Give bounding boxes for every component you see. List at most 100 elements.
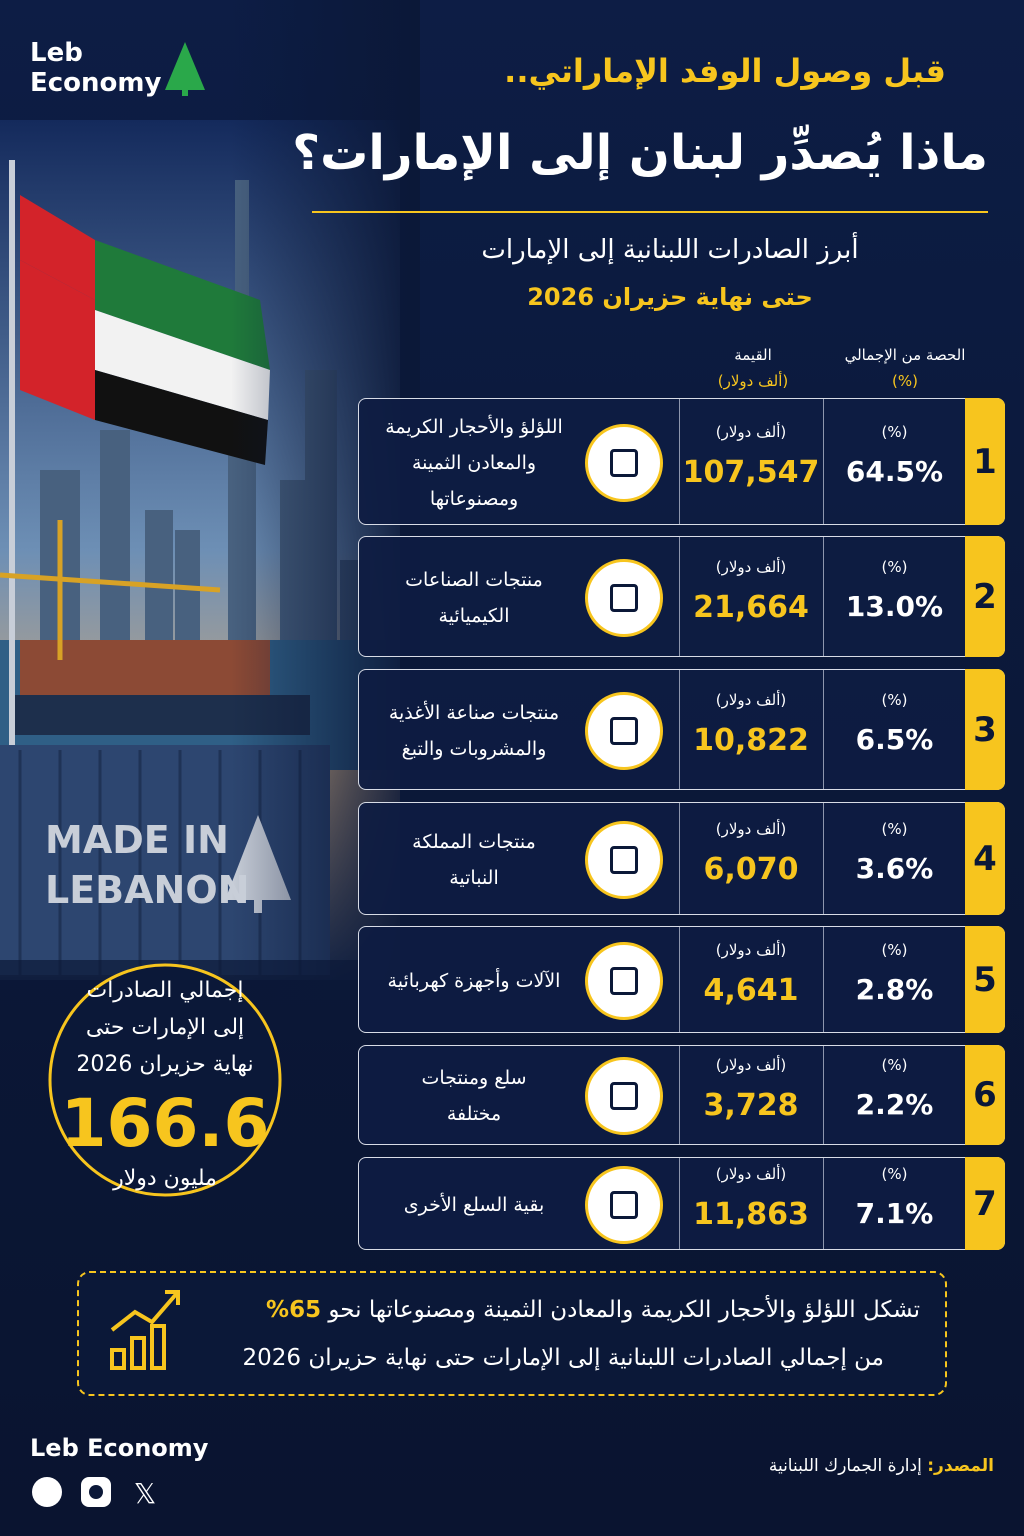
separator [679,670,680,789]
value-unit: (ألف دولار) [715,819,787,838]
logo: Leb Economy [30,38,161,98]
value-header-unit: (ألف دولار) [717,372,789,390]
source-text: إدارة الجمارك اللبنانية [768,1456,922,1476]
table-row: 7 (%) 7.1% (ألف دولار) 11,863 بقية السلع الأخ… [358,1157,1005,1250]
value: 4,641 [703,972,799,1008]
item-label-line: منتجات الصناعات [405,568,543,591]
total-value: 166.6 [60,1085,270,1162]
svg-text:𝕏: 𝕏 [134,1477,157,1510]
icon [585,1057,663,1135]
share-unit: (%) [881,1164,908,1183]
share-unit: (%) [881,422,908,441]
icon-glyph [610,966,638,995]
rank: 2 [965,536,1005,657]
rank: 5 [965,926,1005,1033]
item-label-line: والمشروبات والتبغ [401,737,547,760]
share-unit: (%) [881,819,908,838]
total-label-line: إلى الإمارات حتى [85,1015,245,1040]
item-label-line: منتجات صناعة الأغذية [388,701,560,724]
table-row: 3 (%) 6.5% (ألف دولار) 10,822 منتجات صناعة ال… [358,669,1005,790]
separator [823,927,824,1032]
share: 6.5% [855,722,934,756]
item-label-line: الكيميائية [438,604,510,627]
logo-line: Leb [30,38,83,68]
source: المصدر: إدارة الجمارك اللبنانية [769,1456,994,1476]
value-unit: (ألف دولار) [715,557,787,576]
value-unit: (ألف دولار) [715,1056,787,1074]
table-row: 4 (%) 3.6% (ألف دولار) 6,070 منتجات المملكة ال… [358,802,1005,915]
icon [585,423,663,502]
item-label-line: بقية السلع الأخرى [403,1193,545,1216]
share-unit: (%) [881,1056,908,1074]
title: ماذا يُصدِّر لبنان إلى الإمارات؟ [292,125,988,181]
value: 3,728 [703,1088,799,1123]
icon-glyph [610,845,638,874]
share-header-unit: (%) [892,372,918,390]
value-header-line: القيمة [734,346,772,364]
icon-glyph [610,1082,638,1110]
share: 3.6% [855,851,934,885]
subtitle: أبرز الصادرات اللبنانية إلى الإمارات [481,235,859,265]
separator [823,670,824,789]
separator [823,803,824,914]
item-label-line: سلع ومنتجات [421,1067,527,1089]
footer-brand: Leb Economy [30,1434,209,1462]
icon [585,691,663,770]
value-unit: (ألف دولار) [715,422,787,441]
note-text: تشكل اللؤلؤ والأحجار الكريمة والمعادن ال… [328,1297,920,1323]
share: 64.5% [845,454,944,488]
value-unit: (ألف دولار) [715,690,787,709]
icon-glyph [610,716,638,745]
item-label: منتجات المملكة النباتية [359,824,589,896]
item-label-line: النباتية [449,866,499,889]
value-unit: (ألف دولار) [715,940,787,959]
rank: 3 [965,669,1005,790]
value: 21,664 [693,589,809,625]
icon [585,941,663,1020]
share-unit: (%) [881,557,908,576]
share: 13.0% [845,589,944,623]
item-label: اللؤلؤ والأحجار الكريمة والمعادن الثمينة و… [359,409,589,517]
separator [823,1046,824,1144]
logo-line: Economy [30,68,162,98]
separator [679,803,680,914]
table-row: 5 (%) 2.8% (ألف دولار) 4,641 الآلات وأجهزة كه… [358,926,1005,1033]
value: 11,863 [693,1196,809,1232]
share: 2.8% [855,972,934,1006]
separator [823,1158,824,1249]
value-header: القيمة (ألف دولار) [680,342,826,394]
kicker: قبل وصول الوفد الإماراتي.. [504,52,946,90]
separator [823,537,824,656]
item-label: الآلات وأجهزة كهربائية [359,963,589,999]
container-line: MADE IN [45,818,229,862]
icon-glyph [610,1190,638,1219]
note-highlight: 65% [266,1297,322,1323]
table-row: 2 (%) 13.0% (ألف دولار) 21,664 منتجات الصناعا… [358,536,1005,657]
note-line: من إجمالي الصادرات اللبنانية إلى الإمارا… [242,1345,885,1371]
separator [679,399,680,524]
rank: 4 [965,802,1005,915]
item-label-line: اللؤلؤ والأحجار الكريمة [385,415,563,438]
item-label: منتجات الصناعات الكيميائية [359,562,589,634]
value: 6,070 [703,851,799,887]
rank: 1 [965,398,1005,525]
share-header: الحصة من الإجمالي (%) [822,342,988,394]
table-row: 6 (%) 2.2% (ألف دولار) 3,728 سلع ومنتجات مختلف… [358,1045,1005,1145]
icon [585,558,663,637]
item-label-line: منتجات المملكة [412,830,536,853]
separator [679,927,680,1032]
note-line: تشكل اللؤلؤ والأحجار الكريمة والمعادن ال… [266,1297,920,1323]
total-unit: مليون دولار [113,1166,217,1191]
rank: 6 [965,1045,1005,1145]
item-label-line: الآلات وأجهزة كهربائية [387,969,561,992]
source-label: المصدر: [927,1456,994,1476]
item-label-line: مختلفة [446,1103,502,1125]
total-label-line: نهاية حزيران 2026 [76,1052,254,1077]
share: 2.2% [855,1088,934,1121]
share-header-line: الحصة من الإجمالي [844,346,966,364]
total-label: إجمالي الصادرات إلى الإمارات حتى نهاية ح… [50,972,280,1083]
icon-glyph [610,448,638,477]
total-label-line: إجمالي الصادرات [86,978,244,1003]
separator [823,399,824,524]
